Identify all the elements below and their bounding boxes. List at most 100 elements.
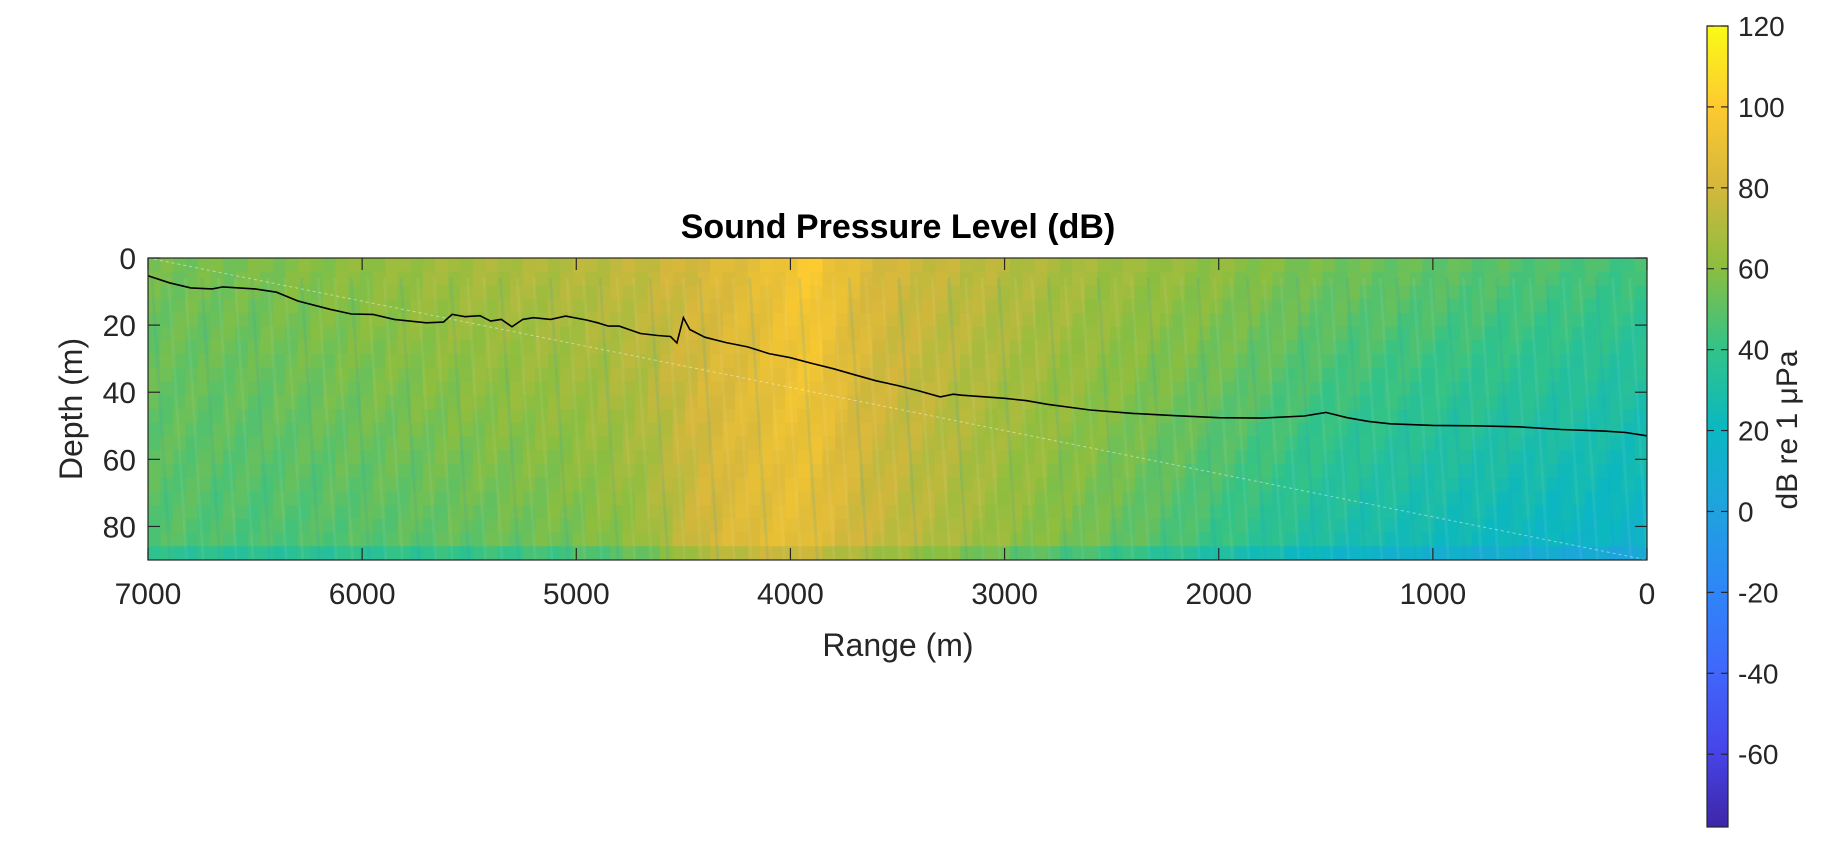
heatmap-cell (397, 258, 411, 273)
heatmap-cell (522, 491, 536, 506)
heatmap-cell (410, 395, 424, 410)
heatmap-cell (347, 299, 361, 314)
heatmap-cell (1072, 326, 1086, 341)
heatmap-cell (397, 477, 411, 492)
heatmap-cell (222, 546, 237, 560)
heatmap-cell (447, 395, 461, 410)
heatmap-cell (347, 450, 361, 465)
heatmap-cell (148, 258, 162, 273)
heatmap-cell (185, 491, 199, 506)
heatmap-cell (797, 285, 811, 300)
heatmap-cell (1459, 285, 1473, 300)
heatmap-cell (310, 381, 324, 396)
heatmap-cell (560, 367, 574, 383)
heatmap-cell (148, 326, 162, 341)
heatmap-cell (1434, 312, 1448, 328)
heatmap-cell (297, 354, 311, 369)
heatmap-cell (1197, 518, 1211, 534)
field-streak (1013, 277, 1035, 560)
heatmap-cell (347, 312, 361, 328)
heatmap-cell (447, 532, 461, 547)
heatmap-cell (1409, 436, 1423, 451)
heatmap-cell (797, 258, 811, 273)
heatmap-cell (272, 436, 287, 451)
heatmap-cell (909, 409, 924, 424)
heatmap-cell (1047, 546, 1061, 560)
heatmap-cell (1447, 340, 1461, 355)
field-streak (250, 277, 272, 560)
field-streak (665, 277, 687, 560)
heatmap-cell (1472, 450, 1486, 465)
heatmap-cell (1259, 326, 1273, 341)
heatmap-cell (310, 477, 324, 492)
heatmap-cell (647, 546, 661, 560)
heatmap-cell (360, 395, 374, 410)
heatmap-cell (247, 285, 262, 300)
heatmap-cell (1134, 271, 1148, 287)
heatmap-cell (372, 395, 386, 410)
heatmap-cell (1097, 258, 1111, 273)
heatmap-cell (222, 367, 237, 383)
heatmap-cell (347, 505, 361, 520)
heatmap-cell (260, 450, 274, 465)
heatmap-cell (860, 299, 874, 314)
heatmap-cell (897, 505, 911, 520)
heatmap-cell (1147, 381, 1161, 396)
heatmap-cell (1072, 258, 1086, 273)
heatmap-cell (1034, 505, 1048, 520)
heatmap-cell (1109, 463, 1123, 479)
field-streak (482, 277, 504, 560)
heatmap-cell (660, 299, 674, 314)
heatmap-cell (1097, 463, 1111, 479)
heatmap-cell (235, 546, 249, 560)
heatmap-cell (947, 354, 961, 369)
heatmap-cell (1084, 450, 1098, 465)
heatmap-cell (585, 491, 599, 506)
heatmap-cell (247, 518, 262, 534)
heatmap-cell (622, 436, 636, 451)
heatmap-cell (1259, 450, 1273, 465)
heatmap-cell (697, 285, 711, 300)
heatmap-cell (260, 477, 274, 492)
heatmap-cell (610, 532, 624, 547)
heatmap-cell (1459, 299, 1473, 314)
heatmap-cell (1422, 258, 1436, 273)
heatmap-cell (447, 546, 461, 560)
heatmap-cell (1384, 367, 1398, 383)
heatmap-cell (1197, 258, 1211, 273)
heatmap-cell (622, 312, 636, 328)
heatmap-cell (522, 395, 536, 410)
heatmap-cell (1109, 422, 1123, 438)
heatmap-cell (1147, 258, 1161, 273)
heatmap-cell (1234, 436, 1248, 451)
heatmap-cell (1584, 518, 1598, 534)
heatmap-cell (1059, 326, 1073, 341)
heatmap-cell (672, 505, 686, 520)
heatmap-cell (1397, 532, 1411, 547)
heatmap-cell (247, 299, 262, 314)
heatmap-cell (922, 340, 936, 355)
field-streak (316, 277, 338, 560)
x-tick-label: 0 (1639, 578, 1656, 611)
heatmap-cell (485, 477, 499, 492)
heatmap-cell (1272, 463, 1286, 479)
heatmap-cell (1047, 463, 1061, 479)
heatmap-cell (860, 422, 874, 438)
heatmap-cell (522, 285, 536, 300)
heatmap-cell (847, 381, 861, 396)
heatmap-cell (447, 422, 461, 438)
heatmap-cell (572, 505, 586, 520)
heatmap-cell (160, 312, 174, 328)
heatmap-cell (1359, 326, 1373, 341)
heatmap-cell (310, 518, 324, 534)
heatmap-cell (635, 285, 649, 300)
heatmap-cell (822, 395, 836, 410)
heatmap-cell (760, 505, 774, 520)
heatmap-cell (197, 422, 212, 438)
heatmap-cell (585, 340, 599, 355)
heatmap-cell (1584, 491, 1598, 506)
heatmap-cell (485, 409, 499, 424)
heatmap-cell (335, 299, 349, 314)
heatmap-cell (909, 381, 924, 396)
heatmap-cell (1534, 518, 1548, 534)
